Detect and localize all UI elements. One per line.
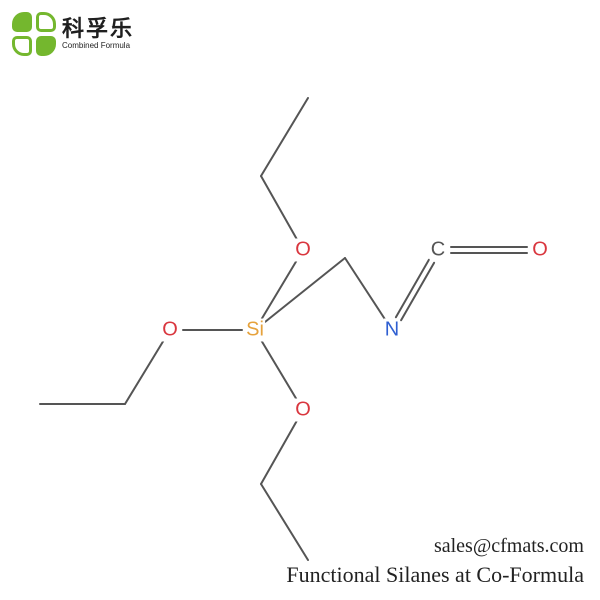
atom-o1: O (294, 239, 312, 262)
atom-si: Si (245, 319, 265, 342)
atom-o3: O (294, 399, 312, 422)
atom-c: C (430, 239, 446, 262)
footer: sales@cfmats.com Functional Silanes at C… (286, 533, 584, 590)
atom-o2: O (161, 319, 179, 342)
atom-ox: O (531, 239, 549, 262)
chemical-structure (0, 0, 600, 600)
atom-n: N (384, 319, 400, 342)
contact-email: sales@cfmats.com (286, 533, 584, 560)
tagline: Functional Silanes at Co-Formula (286, 560, 584, 590)
